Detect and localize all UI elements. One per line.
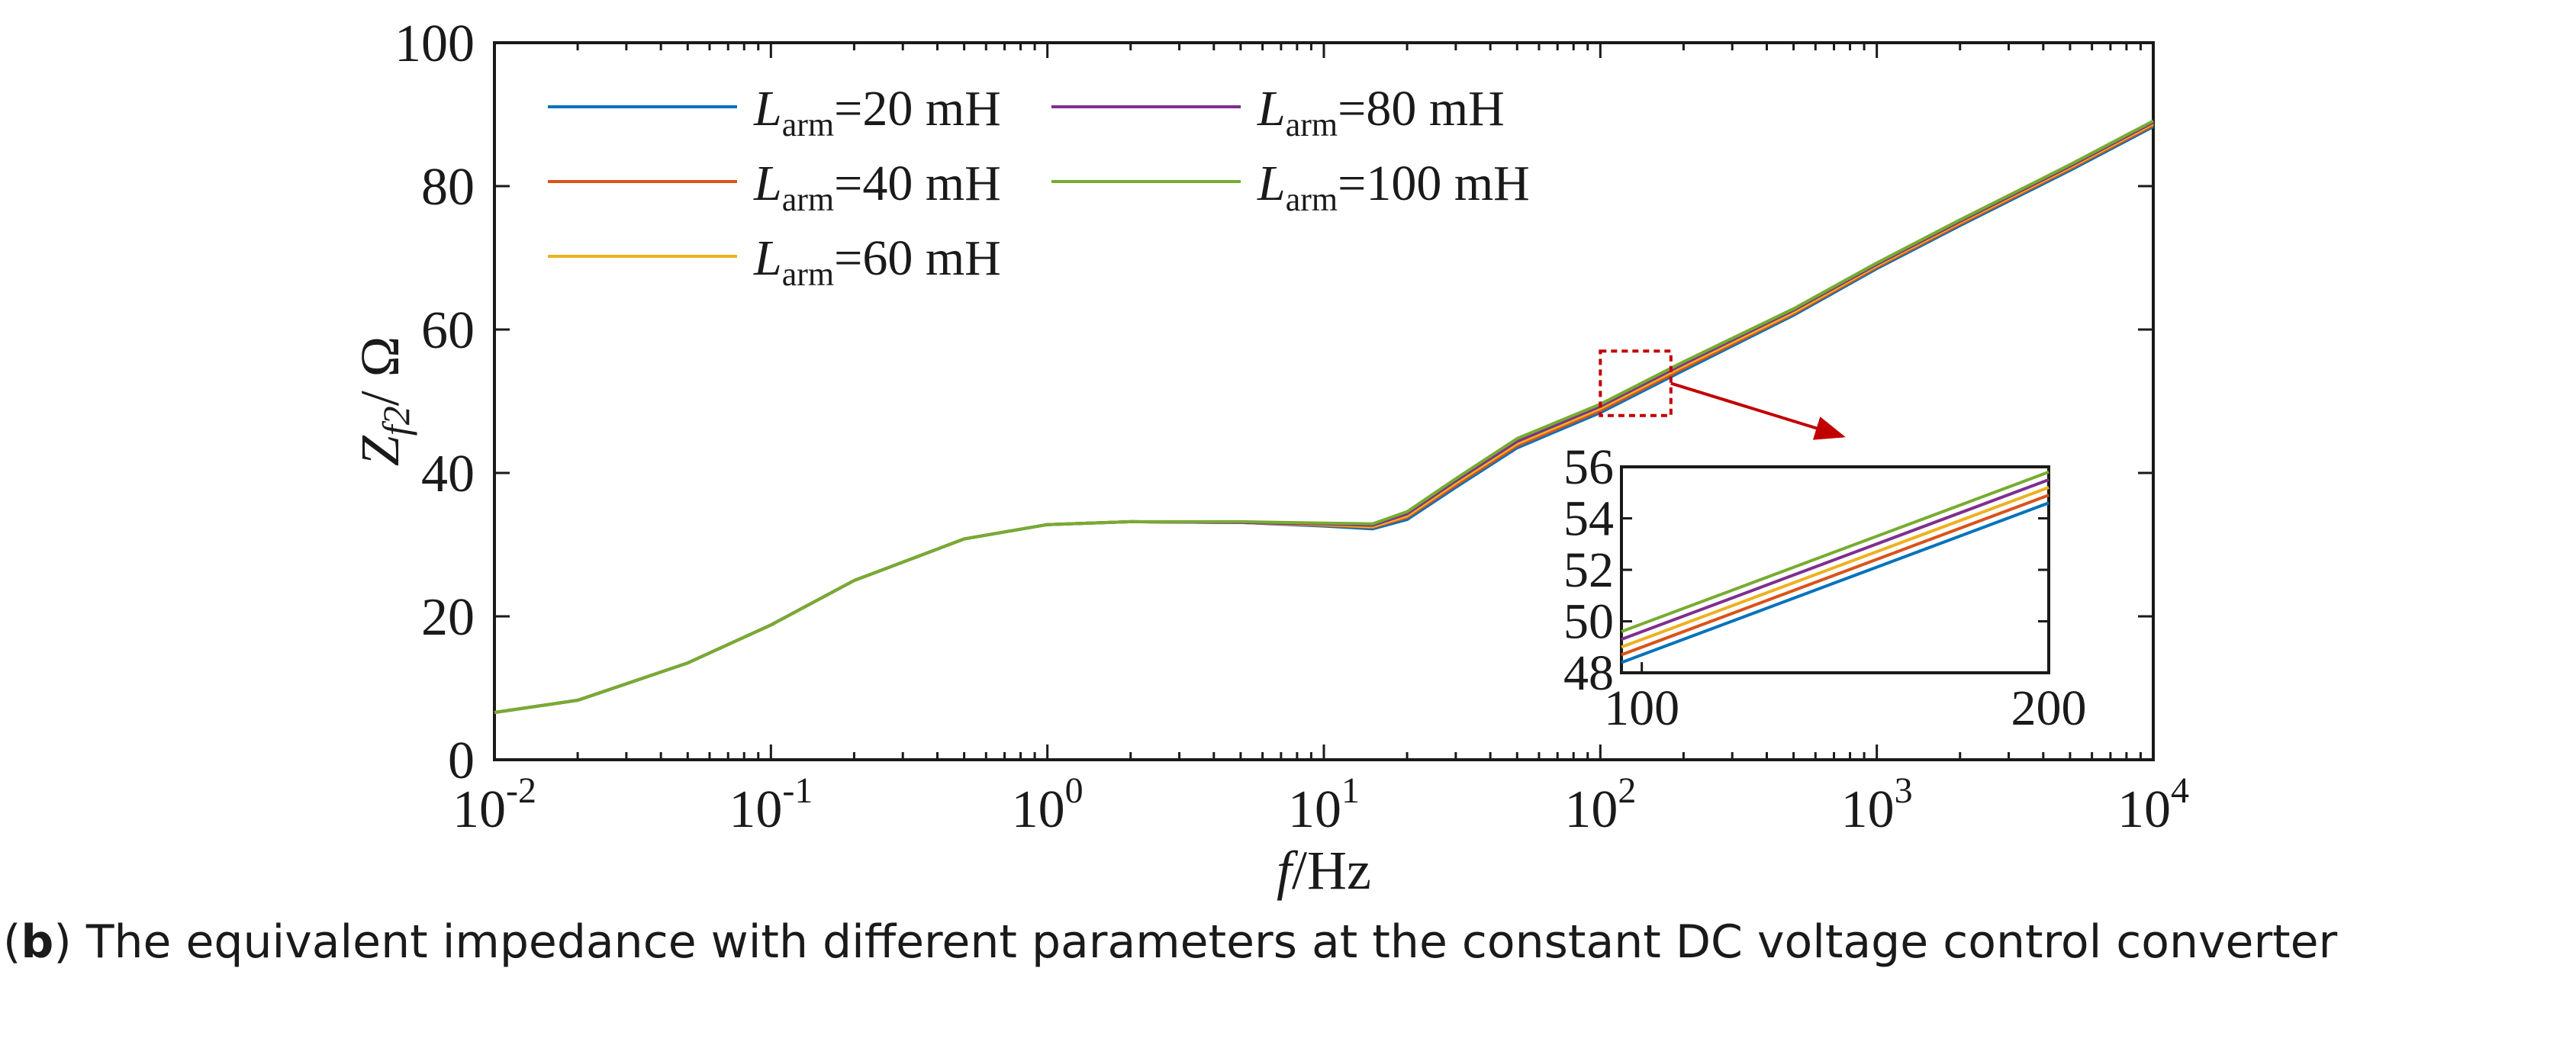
y-axis-label: Zf2/ Ω xyxy=(349,336,417,466)
x-tick-label: 101 xyxy=(1288,770,1360,839)
x-tick-label: 102 xyxy=(1564,770,1636,839)
x-tick-label: 100 xyxy=(1012,770,1084,839)
legend-label: Larm=60 mH xyxy=(753,230,1001,293)
x-tick-label: 10-2 xyxy=(452,770,536,839)
y-tick-label: 0 xyxy=(448,732,475,790)
figure-caption: (b) The equivalent impedance with differ… xyxy=(3,915,2338,969)
legend-label: Larm=80 mH xyxy=(1257,81,1505,143)
caption-text: ) The equivalent impedance with differen… xyxy=(53,915,2338,969)
zoom-annotation xyxy=(1599,349,1846,440)
legend-item-3: Larm=60 mH xyxy=(548,230,1001,293)
legend-item-5: Larm=100 mH xyxy=(1051,156,1530,218)
inset-y-tick-label: 56 xyxy=(1563,439,1614,495)
legend-item-2: Larm=40 mH xyxy=(548,156,1001,218)
inset-series-line-2 xyxy=(1621,494,2050,657)
inset-y-tick-label: 54 xyxy=(1563,491,1614,547)
caption-label: b xyxy=(21,915,54,969)
inset-series-line-1 xyxy=(1621,501,2050,664)
x-tick-label: 104 xyxy=(2117,770,2189,839)
inset-x-tick-label: 100 xyxy=(1604,680,1679,736)
inset-y-tick-label: 48 xyxy=(1563,645,1614,701)
y-tick-label: 80 xyxy=(421,158,475,217)
x-tick-label: 103 xyxy=(1841,770,1913,839)
y-tick-label: 60 xyxy=(421,301,475,360)
zoom-arrow xyxy=(1670,381,1846,440)
y-tick-label: 40 xyxy=(421,445,475,503)
legend-item-4: Larm=80 mH xyxy=(1051,81,1505,143)
inset-frame xyxy=(1620,465,2050,674)
inset-y-tick-label: 52 xyxy=(1563,542,1614,598)
series-line-5 xyxy=(494,119,2154,714)
y-tick-label: 100 xyxy=(394,14,475,73)
inset-series-line-5 xyxy=(1621,470,2050,633)
legend-label: Larm=100 mH xyxy=(1257,156,1530,218)
legend-label: Larm=20 mH xyxy=(753,81,1001,143)
main-plot-area: 10-2 10-1 100 101 102 103 104 0 20 40 60 80 100 f/Hz Z… xyxy=(349,14,2189,901)
zoom-box xyxy=(1599,349,1673,417)
inset-x-tick-label: 200 xyxy=(2011,680,2087,736)
y-tick-label: 20 xyxy=(421,588,475,647)
legend-item-1: Larm=20 mH xyxy=(548,81,1001,143)
inset-y-tick-label: 50 xyxy=(1563,594,1614,650)
inset-series-line-4 xyxy=(1621,478,2050,641)
inset-series-line-3 xyxy=(1621,486,2050,649)
x-tick-label: 10-1 xyxy=(729,770,813,839)
x-axis-label: f/Hz xyxy=(1277,840,1371,901)
legend-label: Larm=40 mH xyxy=(753,156,1001,218)
